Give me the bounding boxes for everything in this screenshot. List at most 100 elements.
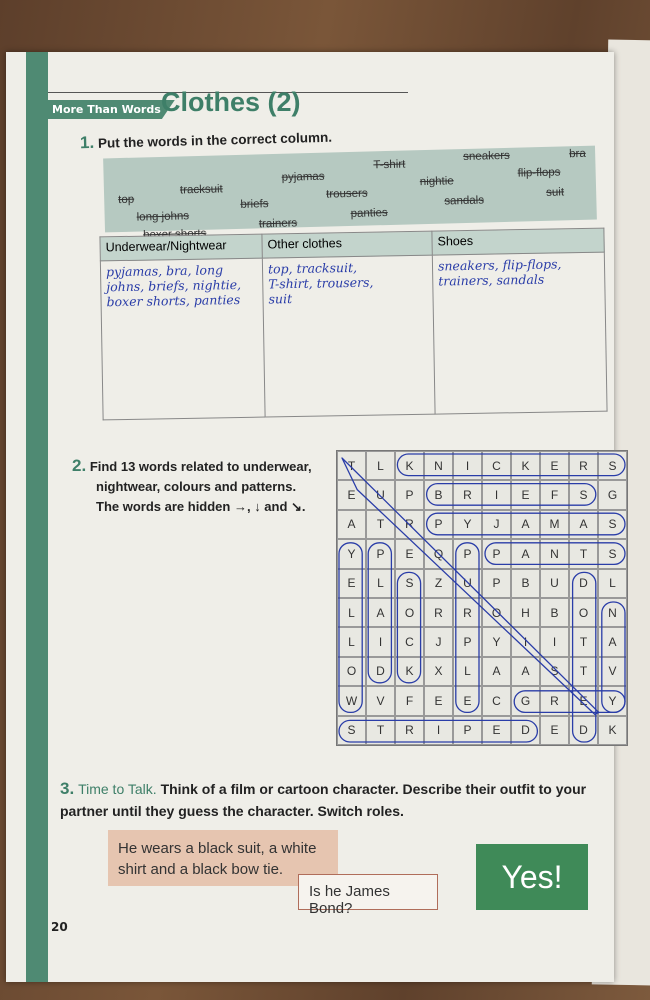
grid-letter[interactable]: I (511, 627, 540, 657)
grid-letter[interactable]: T (366, 715, 395, 745)
grid-letter[interactable]: D (366, 656, 395, 687)
grid-letter[interactable]: A (511, 509, 540, 540)
grid-letter[interactable]: A (511, 539, 540, 569)
grid-letter[interactable]: L (598, 568, 627, 598)
grid-letter[interactable]: S (337, 715, 366, 745)
grid-letter[interactable]: E (511, 480, 540, 510)
grid-letter[interactable]: D (511, 715, 540, 745)
grid-letter[interactable]: D (569, 568, 598, 598)
grid-letter[interactable]: B (424, 480, 453, 510)
grid-letter[interactable]: S (569, 480, 598, 510)
grid-letter[interactable]: E (395, 539, 424, 569)
grid-letter[interactable]: W (337, 686, 366, 716)
grid-letter[interactable]: P (395, 480, 424, 510)
grid-letter[interactable]: B (511, 568, 540, 598)
grid-letter[interactable]: O (395, 597, 424, 628)
grid-letter[interactable]: A (337, 509, 366, 540)
grid-letter[interactable]: K (395, 451, 424, 481)
grid-letter[interactable]: R (395, 509, 424, 540)
grid-letter[interactable]: M (540, 509, 569, 540)
grid-letter[interactable]: E (540, 451, 569, 481)
answer-cell[interactable]: top, tracksuit, T-shirt, trousers, suit (262, 255, 436, 418)
grid-letter[interactable]: U (540, 568, 569, 598)
grid-letter[interactable]: E (337, 568, 366, 598)
grid-letter[interactable]: R (424, 597, 453, 628)
grid-letter[interactable]: E (424, 686, 453, 716)
grid-letter[interactable]: V (366, 686, 395, 716)
grid-letter[interactable]: L (453, 656, 482, 687)
grid-letter[interactable]: P (424, 509, 453, 540)
grid-letter[interactable]: R (569, 451, 598, 481)
answer-cell[interactable]: sneakers, flip-flops, trainers, sandals (432, 252, 608, 415)
grid-letter[interactable]: P (453, 627, 482, 657)
grid-letter[interactable]: N (540, 539, 569, 569)
grid-letter[interactable]: P (366, 539, 395, 569)
grid-letter[interactable]: L (366, 451, 395, 481)
grid-letter[interactable]: Q (424, 539, 453, 569)
grid-letter[interactable]: E (337, 480, 366, 510)
grid-letter[interactable]: P (453, 539, 482, 569)
grid-letter[interactable]: S (598, 539, 627, 569)
grid-letter[interactable]: Y (337, 539, 366, 569)
grid-letter[interactable]: O (482, 597, 511, 628)
grid-letter[interactable]: R (453, 597, 482, 628)
grid-letter[interactable]: O (569, 597, 598, 628)
grid-letter[interactable]: A (598, 627, 627, 657)
grid-letter[interactable]: G (598, 480, 627, 510)
grid-letter[interactable]: G (511, 686, 540, 716)
grid-letter[interactable]: R (395, 715, 424, 745)
grid-letter[interactable]: I (366, 627, 395, 657)
grid-letter[interactable]: E (569, 686, 598, 716)
grid-letter[interactable]: I (482, 480, 511, 510)
grid-letter[interactable]: S (395, 568, 424, 598)
grid-letter[interactable]: T (569, 539, 598, 569)
grid-letter[interactable]: T (569, 627, 598, 657)
grid-letter[interactable]: O (337, 656, 366, 687)
grid-letter[interactable]: A (482, 656, 511, 687)
grid-letter[interactable]: Y (598, 686, 627, 716)
answer-cell[interactable]: pyjamas, bra, long johns, briefs, nightie… (100, 258, 266, 420)
grid-letter[interactable]: I (453, 451, 482, 481)
grid-letter[interactable]: U (366, 480, 395, 510)
grid-letter[interactable]: A (366, 597, 395, 628)
grid-letter[interactable]: F (395, 686, 424, 716)
grid-letter[interactable]: X (424, 656, 453, 687)
grid-letter[interactable]: F (540, 480, 569, 510)
grid-letter[interactable]: K (511, 451, 540, 481)
grid-letter[interactable]: L (337, 597, 366, 628)
grid-letter[interactable]: I (540, 627, 569, 657)
grid-letter[interactable]: P (482, 568, 511, 598)
grid-letter[interactable]: T (366, 509, 395, 540)
grid-letter[interactable]: S (598, 451, 627, 481)
grid-letter[interactable]: R (453, 480, 482, 510)
grid-letter[interactable]: T (569, 656, 598, 687)
grid-letter[interactable]: D (569, 715, 598, 745)
grid-letter[interactable]: J (482, 509, 511, 540)
grid-letter[interactable]: C (395, 627, 424, 657)
grid-letter[interactable]: K (395, 656, 424, 687)
grid-letter[interactable]: E (482, 715, 511, 745)
grid-letter[interactable]: K (598, 715, 627, 745)
grid-letter[interactable]: N (598, 597, 627, 628)
grid-letter[interactable]: C (482, 686, 511, 716)
grid-letter[interactable]: I (424, 715, 453, 745)
grid-letter[interactable]: V (598, 656, 627, 687)
grid-letter[interactable]: Z (424, 568, 453, 598)
grid-letter[interactable]: U (453, 568, 482, 598)
grid-letter[interactable]: A (569, 509, 598, 540)
grid-letter[interactable]: S (598, 509, 627, 540)
grid-letter[interactable]: H (511, 597, 540, 628)
grid-letter[interactable]: Y (453, 509, 482, 540)
grid-letter[interactable]: E (540, 715, 569, 745)
grid-letter[interactable]: L (337, 627, 366, 657)
grid-letter[interactable]: B (540, 597, 569, 628)
grid-letter[interactable]: S (540, 656, 569, 687)
grid-letter[interactable]: P (482, 539, 511, 569)
grid-letter[interactable]: T (337, 451, 366, 481)
grid-letter[interactable]: A (511, 656, 540, 687)
grid-letter[interactable]: E (453, 686, 482, 716)
grid-letter[interactable]: J (424, 627, 453, 657)
grid-letter[interactable]: Y (482, 627, 511, 657)
grid-letter[interactable]: R (540, 686, 569, 716)
grid-letter[interactable]: N (424, 451, 453, 481)
